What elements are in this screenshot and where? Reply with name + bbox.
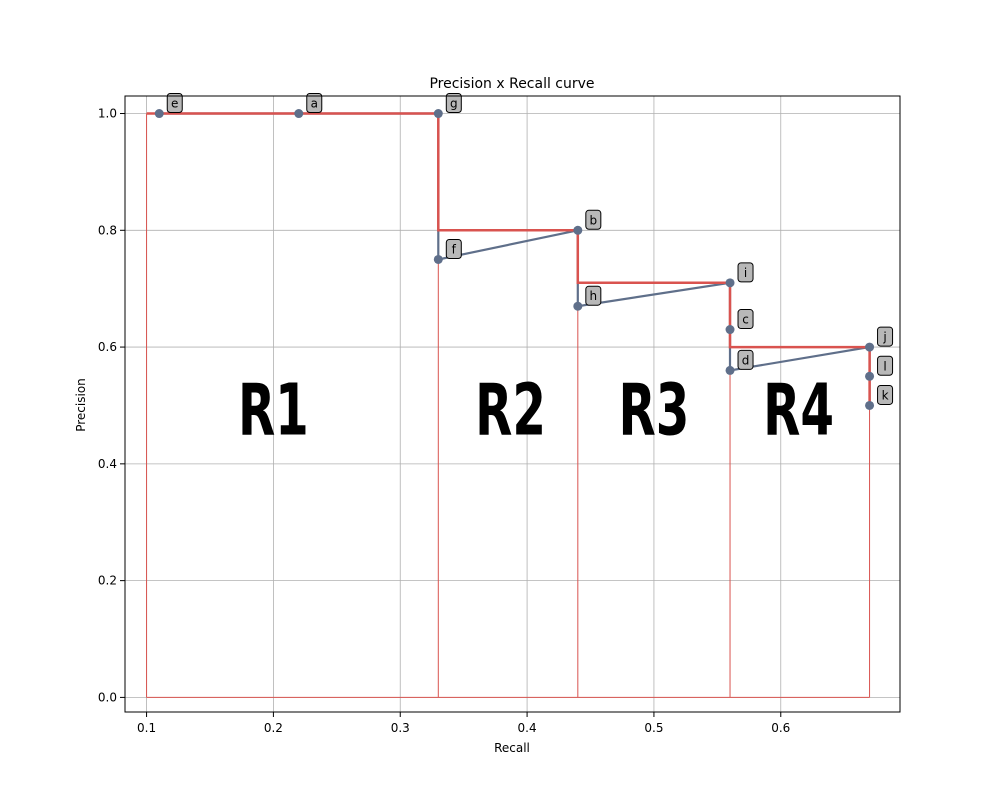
data-point-j [865,342,875,352]
plot-area: e a g f b h i c d j l k R1 R2 R3 R4 0.1 0.2 0.3 0.4 0.5 0.6 0.… [98,93,901,735]
data-point-b [573,225,583,235]
region-label-r3: R3 [618,369,689,452]
data-point-h [573,301,583,311]
data-point-d [725,365,735,375]
axes-frame [124,95,901,713]
point-label-box [445,93,462,114]
region-label-r2: R2 [475,369,546,452]
y-tick-label: 0.8 [98,223,117,237]
point-label-text: b [590,213,598,227]
x-tick-label: 0.1 [137,721,156,735]
x-tick-label: 0.5 [644,721,663,735]
data-point-c [725,325,735,335]
point-label-box [877,355,894,376]
point-label-h: h [585,285,602,306]
x-tick-label: 0.3 [391,721,410,735]
data-point-f [433,254,443,264]
y-tick-label: 1.0 [98,107,117,121]
point-label-f: f [445,238,462,259]
point-label-text: g [450,97,458,111]
point-label-i: i [737,262,754,283]
point-label-box [166,93,183,114]
point-label-c: c [737,309,754,330]
point-label-j: j [877,326,894,347]
data-point-k [865,400,875,410]
data-point-i [725,278,735,288]
x-tick-label: 0.2 [264,721,283,735]
x-axis-label: Recall [494,741,530,755]
y-tick-label: 0.6 [98,340,117,354]
point-label-text: d [742,353,750,367]
point-label-box [585,285,602,306]
point-label-k: k [877,384,894,405]
point-label-box [737,309,754,330]
point-label-text: k [882,388,889,402]
point-label-box [306,93,323,114]
data-point-e [154,109,164,119]
point-label-g: g [445,93,462,114]
x-tick-label: 0.4 [518,721,537,735]
point-label-text: i [744,266,747,280]
y-axis-label: Precision [74,378,88,432]
point-label-text: f [452,242,457,256]
data-point-a [294,109,304,119]
point-label-text: j [882,330,886,344]
point-label-text: h [590,289,598,303]
interpolated-precision-curve [146,112,871,406]
data-point-g [433,109,443,119]
region-label-r4: R4 [763,369,834,452]
point-label-text: a [311,97,318,111]
data-point-l [865,371,875,381]
x-tick-label: 0.6 [771,721,790,735]
point-label-d: d [737,349,754,370]
point-label-box [585,209,602,230]
point-label-l: l [877,355,894,376]
point-label-text: l [883,359,886,373]
y-tick-label: 0.2 [98,574,117,588]
point-label-b: b [585,209,602,230]
point-label-box [877,384,894,405]
point-label-box [877,326,894,347]
point-label-text: e [171,97,178,111]
y-tick-label: 0.4 [98,457,117,471]
y-tick-label: 0.0 [98,690,117,704]
point-label-box [737,262,754,283]
precision-curve [159,112,871,406]
region-label-r1: R1 [238,369,309,452]
point-label-e: e [166,93,183,114]
point-label-box [737,349,754,370]
point-label-text: c [742,313,749,327]
point-label-box [445,238,462,259]
point-label-a: a [306,93,323,114]
chart-title: Precision x Recall curve [429,76,594,92]
